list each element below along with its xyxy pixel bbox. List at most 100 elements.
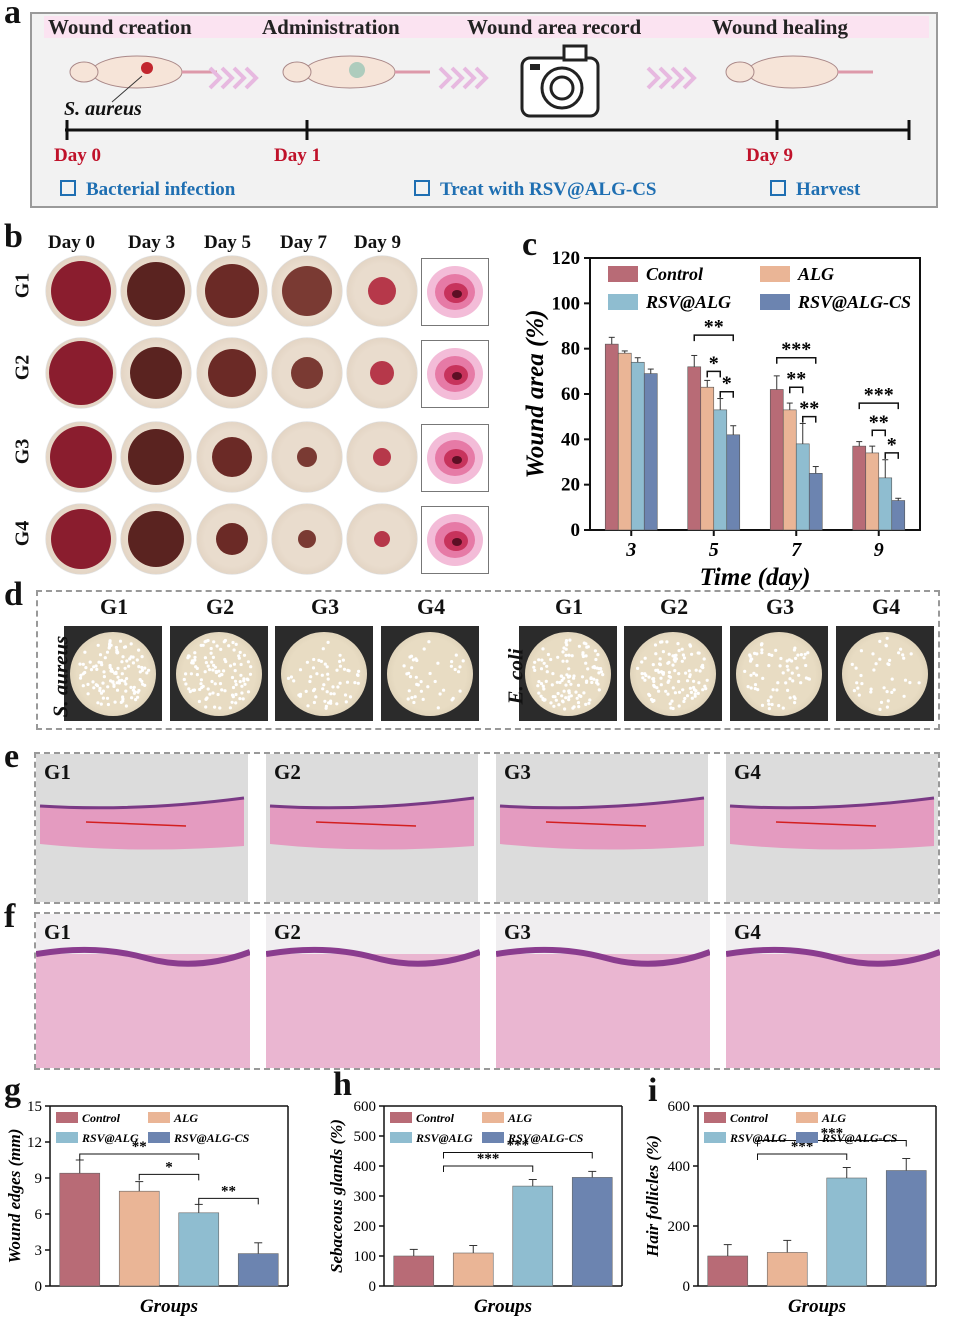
significance-mark: ***	[864, 384, 894, 406]
wound-photo	[347, 338, 417, 408]
panel-label-g: g	[4, 1072, 21, 1109]
wound-area	[297, 447, 317, 467]
significance-mark: **	[869, 411, 889, 433]
col-day-3: Day 3	[128, 232, 175, 253]
y-tick-label: 0	[683, 1279, 691, 1295]
wound-photo	[272, 422, 342, 492]
legend-label: ALG	[507, 1111, 532, 1125]
significance-mark: **	[221, 1183, 236, 1199]
species-e-coli: E. coli	[503, 648, 528, 705]
y-axis-label: Wound area (%)	[522, 310, 549, 479]
panel-a-illustration	[65, 44, 911, 140]
y-tick-label: 60	[561, 384, 580, 405]
wound-area	[130, 347, 182, 399]
y-tick-label: 100	[552, 293, 581, 314]
x-axis-label: Groups	[788, 1296, 846, 1317]
y-tick-label: 400	[354, 1159, 377, 1175]
col-day-7: Day 7	[280, 232, 327, 253]
wound-photo	[121, 256, 191, 326]
significance-bracket	[757, 1153, 848, 1160]
wound-photo	[46, 256, 116, 326]
petri-dish	[176, 632, 262, 716]
day-0-label: Day 0	[54, 145, 101, 166]
significance-bracket	[693, 334, 734, 342]
x-tick-label: 9	[874, 539, 884, 561]
significance-bracket	[706, 370, 721, 378]
bar	[865, 452, 880, 531]
mouse-icon	[725, 55, 873, 89]
wound-photo	[197, 256, 267, 326]
significance-bracket	[802, 415, 817, 423]
bar	[59, 1172, 101, 1287]
bar	[891, 500, 906, 531]
agar-plate	[836, 626, 934, 721]
wound-photo	[197, 338, 267, 408]
bar	[452, 1252, 494, 1287]
col-day-5: Day 5	[204, 232, 251, 253]
plate-group-label: G2	[660, 594, 689, 619]
legend-label: ALG	[821, 1111, 846, 1125]
significance-bracket	[443, 1165, 534, 1172]
wound-area	[127, 262, 185, 320]
wound-photo	[347, 256, 417, 326]
petri-dish	[70, 632, 156, 716]
plate-group-label: G4	[417, 594, 446, 619]
panel-e-frame	[34, 752, 940, 904]
histology-image: G2	[266, 914, 480, 1068]
wound-area	[282, 266, 332, 316]
legend-swatch	[608, 266, 638, 282]
wound-area	[373, 448, 391, 466]
note-text: Bacterial infection	[86, 179, 236, 200]
legend-label: RSV@ALG	[81, 1131, 139, 1145]
step-wound-area-record: Wound area record	[467, 15, 642, 39]
histology-group-label: G1	[44, 920, 71, 944]
y-tick-label: 400	[668, 1159, 691, 1175]
panel-label-f: f	[4, 898, 16, 935]
mouse-icon	[69, 55, 217, 103]
histology-image: G1	[36, 754, 248, 902]
panel-label-a: a	[4, 0, 21, 31]
legend-label: Control	[730, 1111, 769, 1125]
wound-area	[298, 530, 316, 548]
significance-bracket	[79, 1153, 200, 1160]
bar	[118, 1190, 160, 1287]
wound-photo	[272, 256, 342, 326]
wound-photo	[121, 338, 191, 408]
note-treatment: Treat with RSV@ALG-CS	[414, 179, 656, 201]
y-tick-label: 15	[27, 1099, 42, 1115]
y-tick-label: 500	[354, 1129, 377, 1145]
histology-group-label: G3	[504, 920, 531, 944]
day-1-label: Day 1	[274, 145, 321, 166]
col-day-0: Day 0	[48, 232, 95, 253]
legend-swatch	[796, 1132, 818, 1143]
camera-icon	[520, 44, 600, 118]
legend-label: RSV@ALG-CS	[507, 1131, 584, 1145]
y-tick-label: 200	[354, 1219, 377, 1235]
agar-plate	[64, 626, 162, 721]
sebaceous-glands-chart: 0 100 200 300 400 500 600 *** *** Control ALG RSV@A…	[327, 1099, 623, 1317]
y-tick-label: 12	[27, 1135, 42, 1151]
wound-photo	[197, 422, 267, 492]
significance-bracket	[884, 452, 899, 459]
significance-bracket	[138, 1173, 200, 1181]
plate-group-label: G2	[206, 594, 235, 619]
legend-swatch	[56, 1112, 78, 1123]
agar-plate	[519, 626, 617, 721]
histology-group-label: G1	[44, 760, 71, 784]
wound-photo	[272, 504, 342, 574]
significance-bracket	[871, 429, 886, 437]
bar	[808, 473, 823, 531]
wound-area	[216, 523, 248, 555]
wound-photo	[46, 504, 116, 574]
significance-mark: **	[786, 368, 806, 390]
histology-image: G2	[266, 754, 478, 902]
y-tick-label: 6	[35, 1207, 43, 1223]
legend-swatch	[704, 1112, 726, 1123]
agar-plate	[624, 626, 722, 721]
panel-d-frame	[36, 590, 940, 730]
y-tick-label: 120	[552, 248, 581, 269]
significance-bracket	[443, 1152, 593, 1159]
legend-swatch	[760, 266, 790, 282]
legend-swatch	[390, 1132, 412, 1143]
